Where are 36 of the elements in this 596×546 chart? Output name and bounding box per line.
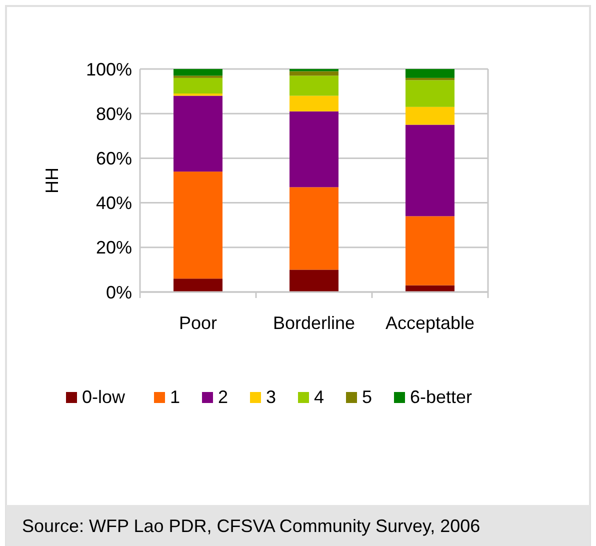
legend-label: 2 [218, 387, 228, 407]
bar [174, 78, 222, 94]
bar [406, 106, 454, 125]
legend-label: 4 [314, 387, 324, 407]
y-tick-label: 60% [96, 148, 132, 168]
legend-label: 3 [266, 387, 276, 407]
legend-label: 0-low [82, 387, 126, 407]
bar [406, 78, 454, 80]
y-axis-title: HH [42, 168, 62, 194]
bar [406, 80, 454, 107]
x-tick-label: Acceptable [385, 313, 475, 333]
legend-label: 1 [170, 387, 180, 407]
bar [406, 69, 454, 78]
bar [174, 278, 222, 292]
y-tick-label: 100% [86, 59, 132, 80]
source-note: Source: WFP Lao PDR, CFSVA Community Survey, 2006 [22, 516, 480, 536]
y-tick-label: 80% [96, 104, 132, 124]
bar [406, 285, 454, 292]
bar [174, 69, 222, 76]
x-tick-label: Borderline [272, 313, 356, 333]
bar [290, 76, 338, 96]
y-tick-label: 0% [106, 282, 132, 302]
y-tick-label: 20% [96, 238, 132, 258]
legend-label: 5 [362, 387, 372, 407]
bar [290, 71, 338, 76]
y-tick-label: 40% [96, 193, 132, 214]
x-tick-label: Poor [178, 313, 218, 333]
legend-label: 6-better [410, 387, 472, 407]
bar [290, 96, 338, 112]
bar [290, 270, 338, 292]
bar [174, 172, 222, 279]
bar [406, 124, 454, 216]
bar [290, 111, 338, 188]
bar [406, 216, 454, 286]
bar [290, 187, 338, 270]
bar [174, 96, 222, 172]
